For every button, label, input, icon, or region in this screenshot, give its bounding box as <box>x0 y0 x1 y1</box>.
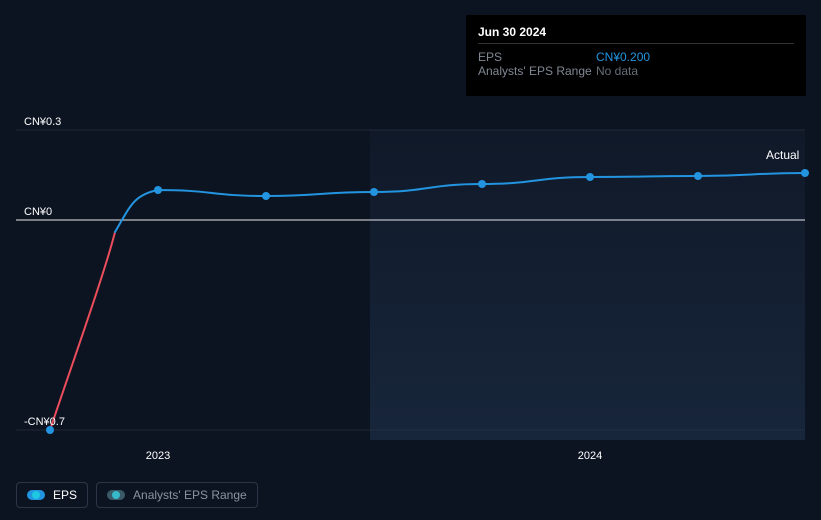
tooltip-row-value: No data <box>596 64 638 78</box>
y-axis-tick-label: CN¥0.3 <box>24 116 61 128</box>
x-axis-tick-label: 2024 <box>578 450 602 462</box>
eps-swatch-icon <box>27 490 45 500</box>
legend-item-label: Analysts' EPS Range <box>133 488 247 502</box>
tooltip-row: Analysts' EPS RangeNo data <box>478 64 794 78</box>
range-swatch-icon <box>107 490 125 500</box>
legend: EPS Analysts' EPS Range <box>16 482 258 508</box>
legend-item-label: EPS <box>53 488 77 502</box>
tooltip-date: Jun 30 2024 <box>478 25 794 39</box>
actual-label: Actual <box>766 148 799 162</box>
chart-container: { "chart": { "width": 821, "height": 520… <box>0 0 821 520</box>
y-axis-tick-label: -CN¥0.7 <box>24 416 65 428</box>
legend-item-eps[interactable]: EPS <box>16 482 88 508</box>
tooltip-divider <box>478 43 794 44</box>
tooltip-row-value: CN¥0.200 <box>596 50 650 64</box>
tooltip-row-label: Analysts' EPS Range <box>478 64 596 78</box>
x-axis-tick-label: 2023 <box>146 450 170 462</box>
tooltip-row-label: EPS <box>478 50 596 64</box>
y-axis-tick-label: CN¥0 <box>24 206 52 218</box>
tooltip-row: EPSCN¥0.200 <box>478 50 794 64</box>
chart-tooltip: Jun 30 2024 EPSCN¥0.200Analysts' EPS Ran… <box>466 15 806 96</box>
legend-item-range[interactable]: Analysts' EPS Range <box>96 482 258 508</box>
